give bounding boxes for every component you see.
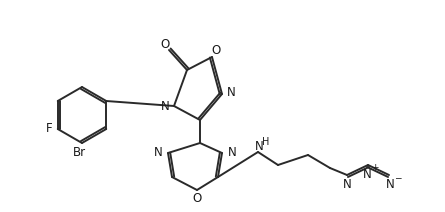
Text: N: N bbox=[227, 86, 235, 99]
Text: O: O bbox=[192, 191, 202, 205]
Text: N: N bbox=[228, 145, 236, 159]
Text: H: H bbox=[262, 137, 270, 147]
Text: N: N bbox=[386, 177, 394, 191]
Text: N: N bbox=[343, 177, 352, 191]
Text: Br: Br bbox=[73, 146, 85, 159]
Text: O: O bbox=[160, 38, 170, 50]
Text: F: F bbox=[45, 123, 52, 135]
Text: N: N bbox=[363, 167, 372, 180]
Text: N: N bbox=[255, 139, 263, 152]
Text: N: N bbox=[161, 100, 170, 113]
Text: N: N bbox=[154, 145, 162, 159]
Text: O: O bbox=[211, 45, 221, 57]
Text: +: + bbox=[371, 163, 379, 173]
Text: −: − bbox=[394, 173, 402, 183]
